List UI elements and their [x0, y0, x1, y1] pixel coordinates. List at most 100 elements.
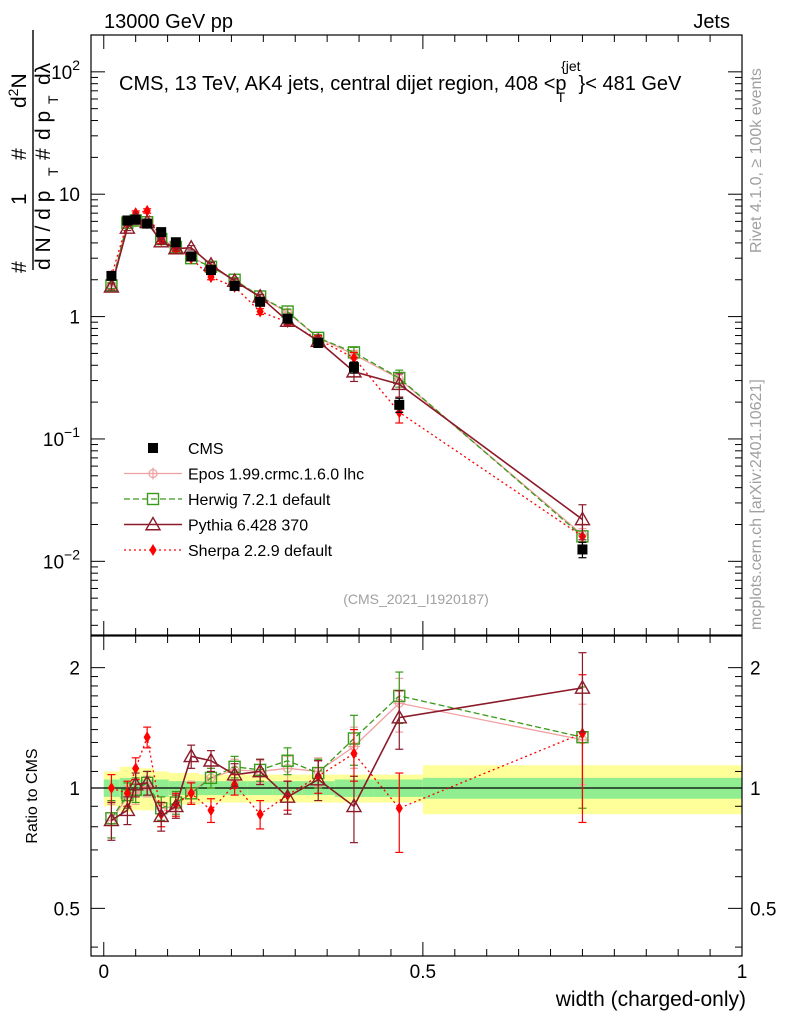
ylabel-dpt: d p — [32, 111, 55, 140]
mcplots-label: mcplots.cern.ch [arXiv:2401.10621] — [748, 379, 765, 630]
main-y-tick-label: 1 — [69, 308, 80, 329]
pythia-ratio-point — [202, 752, 220, 767]
x-axis-label: width (charged-only) — [555, 988, 746, 1011]
ratio-uncertainty-bands — [103, 765, 742, 815]
pythia-ratio-point — [226, 766, 243, 781]
sherpa-ratio-point — [207, 804, 215, 817]
sherpa-point — [350, 351, 358, 364]
pythia-point — [391, 375, 408, 391]
cms-point — [282, 313, 293, 324]
ratio-panel-ticks — [91, 636, 743, 956]
pythia-point — [152, 233, 170, 248]
pythia-ratio-point — [251, 763, 269, 778]
legend-item-herwig: Herwig 7.2.1 default — [124, 492, 331, 509]
pythia-point — [103, 278, 120, 293]
main-y-tick-label: 10 — [59, 185, 80, 206]
sherpa-point — [143, 204, 151, 217]
ylabel-d2n: d2N — [5, 73, 31, 108]
legend-item-pythia: Pythia 6.428 370 — [124, 516, 308, 535]
ylabel-hash-left: # — [8, 261, 31, 273]
sherpa-point — [256, 305, 264, 318]
legend: CMS Epos 1.99.crmc.1.6.0 lhc Herwig 7.2.1 … — [124, 441, 364, 560]
pythia-ratio-point — [574, 679, 591, 694]
ylabel-t-sub: T — [45, 167, 61, 176]
analysis-watermark: (CMS_2021_I1920187) — [343, 591, 489, 607]
series-herwig — [105, 214, 589, 553]
ratio-y-tick-label-right: 0.5 — [750, 899, 776, 920]
ylabel-dlambda: dλ — [32, 62, 55, 85]
ratio-y-tick-label: 1 — [69, 779, 80, 800]
cms-point — [156, 227, 167, 238]
ylabel-hash-right: # — [8, 148, 31, 160]
cms-point — [142, 218, 153, 229]
sherpa-ratio-point — [395, 802, 403, 815]
ylabel-hash-den: # — [32, 148, 55, 160]
ratio-panel: 0.5 0.51 12 2 0 0.5 1 Ratio to CMS width (cha… — [24, 635, 777, 1011]
cms-point — [394, 399, 405, 410]
sherpa-ratio-point — [187, 787, 195, 800]
sherpa-ratio-point — [143, 731, 151, 744]
ratio-y-tick-label-right: 1 — [750, 779, 761, 800]
legend-label-herwig: Herwig 7.2.1 default — [188, 492, 331, 509]
pythia-point — [167, 240, 185, 255]
ylabel-dn: d N / d p — [32, 191, 55, 270]
header-left: 13000 GeV pp — [104, 11, 233, 33]
pythia-ratio-point — [279, 788, 296, 803]
ratio-panel-series — [103, 652, 591, 854]
main-y-tick-label: 102 — [51, 57, 80, 84]
pythia-ratio-point — [119, 801, 136, 817]
main-panel-series — [103, 204, 591, 559]
main-panel-frame — [90, 34, 743, 636]
legend-label-sherpa: Sherpa 2.2.9 default — [188, 543, 333, 560]
epos-line — [110, 220, 583, 536]
ratio-y-tick-label: 2 — [69, 659, 80, 680]
pythia-ratio-point — [345, 797, 363, 813]
cms-point — [255, 296, 266, 307]
sherpa-ratio-point — [107, 782, 116, 795]
legend-item-cms: CMS — [148, 441, 224, 458]
herwig-line — [110, 219, 583, 537]
pythia-ratio-point — [103, 811, 120, 827]
sherpa-ratio-point — [132, 762, 140, 775]
legend-marker-sherpa — [149, 544, 157, 556]
legend-marker-herwig — [146, 492, 160, 506]
rivet-label: Rivet 4.1.0, ≥ 100k events — [748, 68, 765, 253]
top-y-axis-label: # 1 d N / d p T # d2N # d p T dλ — [5, 30, 61, 273]
cms-point — [122, 215, 133, 226]
pythia-ratio-point — [182, 747, 200, 763]
legend-item-epos: Epos 1.99.crmc.1.6.0 lhc — [124, 467, 364, 484]
cms-point — [106, 270, 117, 281]
main-y-tick-label: 10−1 — [43, 424, 80, 451]
legend-item-sherpa: Sherpa 2.2.9 default — [124, 543, 333, 560]
ratio-x-tick-label: 0.5 — [410, 962, 436, 983]
series-cms — [106, 214, 588, 559]
cms-point — [313, 337, 324, 348]
herwig-ratio-point — [204, 771, 218, 785]
pythia-point — [119, 219, 136, 234]
legend-label-pythia: Pythia 6.428 370 — [188, 518, 308, 535]
pythia-ratio-point — [138, 774, 156, 789]
sherpa-ratio-point — [256, 808, 264, 821]
ratio-y-tick-label: 0.5 — [54, 899, 80, 920]
ylabel-t-sub-2: T — [45, 95, 61, 104]
ratio-y-tick-labels: 0.5 0.5 1 1 2 2 — [54, 659, 777, 921]
main-y-tick-label: 10−2 — [43, 546, 80, 573]
ratio-y-tick-label-right: 2 — [750, 659, 761, 680]
cms-point — [130, 214, 141, 225]
chart-title: CMS, 13 TeV, AK4 jets, central dijet reg… — [119, 58, 682, 105]
ylabel-one: 1 — [8, 193, 31, 205]
sherpa-line — [110, 210, 583, 537]
ratio-panel-frame — [90, 635, 743, 957]
series-epos — [105, 215, 589, 543]
sherpa-ratio-point — [350, 747, 358, 760]
pythia-ratio-point — [310, 771, 327, 786]
main-panel-y-tick-labels: 10−2 10−1 1 10 102 — [43, 57, 80, 573]
series-pythia — [103, 210, 591, 541]
cms-point — [170, 237, 181, 248]
ratio-x-tick-label: 0 — [98, 962, 109, 983]
pythia-ratio-point — [391, 709, 408, 724]
pythia-ratio-point — [127, 776, 144, 791]
ratio-x-tick-labels: 0 0.5 1 — [98, 962, 747, 983]
ratio-series-sherpa — [107, 674, 587, 854]
